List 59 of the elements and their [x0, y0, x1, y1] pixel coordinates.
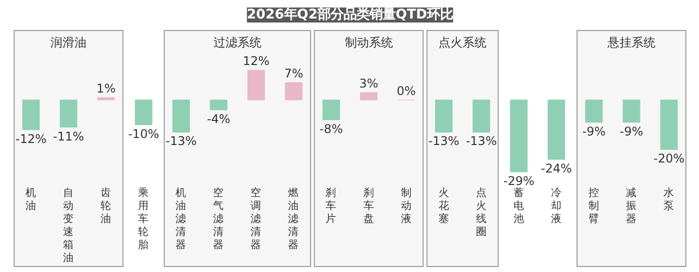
data-label: 1% [96, 81, 116, 96]
x-tick-label: 燃油滤清器 [288, 186, 300, 252]
x-tick-label: 刹车片 [326, 186, 337, 226]
bar [510, 100, 528, 172]
data-label: -29% [503, 174, 534, 188]
bar [472, 100, 490, 133]
bar [360, 92, 378, 100]
band-label: 制动系统 [344, 36, 393, 50]
x-tick-label: 减振器 [626, 186, 637, 226]
data-label: -13% [466, 134, 497, 148]
data-label: -10% [128, 126, 160, 141]
data-label: -24% [540, 162, 572, 176]
x-tick-label: 控制臂 [588, 186, 600, 226]
data-label: -13% [428, 134, 460, 148]
bar [284, 82, 302, 100]
data-label: 7% [284, 66, 304, 81]
bar [210, 100, 228, 110]
x-tick-label: 制动液 [400, 186, 412, 226]
bar [548, 100, 566, 160]
data-label: -13% [166, 134, 197, 148]
data-label: 12% [242, 54, 270, 68]
x-tick-label: 空气滤清器 [213, 186, 224, 252]
bar [97, 97, 115, 100]
x-tick-label: 蓄电池 [513, 186, 524, 226]
bar [322, 100, 340, 120]
x-tick-label: 机油滤清器 [176, 186, 187, 252]
data-label: -12% [16, 132, 47, 146]
bar [660, 100, 678, 150]
band-label: 润滑油 [50, 36, 87, 50]
bar [247, 70, 265, 100]
x-tick-label: 机油 [26, 186, 37, 212]
data-label: -4% [206, 112, 230, 126]
x-tick-label: 冷却液 [550, 186, 562, 226]
data-label: 0% [396, 84, 416, 98]
data-label: 3% [359, 76, 378, 90]
bar [435, 100, 453, 133]
data-label: -20% [653, 152, 684, 166]
data-label: -11% [53, 129, 84, 144]
x-tick-label: 水泵 [663, 186, 674, 212]
bar [622, 100, 640, 123]
bar [22, 100, 40, 130]
x-tick-label: 齿轮油 [100, 186, 112, 226]
x-tick-label: 火花塞 [438, 186, 450, 226]
data-label: -8% [320, 122, 343, 136]
bar [134, 100, 152, 126]
chart-title: 2026年Q2部分品类销量QTD环比 [246, 6, 454, 22]
x-tick-label: 点火线圈 [476, 186, 487, 238]
band-label: 点火系统 [438, 36, 487, 50]
x-tick-label: 自动变速箱油 [63, 186, 74, 264]
data-label: -9% [582, 124, 606, 138]
bar [585, 100, 603, 123]
x-tick-label: 刹车盘 [363, 186, 374, 226]
bar [172, 100, 190, 133]
x-tick-label: 空调滤清器 [250, 186, 262, 252]
bar [60, 100, 78, 128]
band-label: 过滤系统 [213, 36, 262, 50]
band-label: 悬挂系统 [606, 36, 656, 50]
data-label: -9% [620, 124, 644, 138]
x-tick-label: 乘用车轮胎 [138, 186, 150, 252]
